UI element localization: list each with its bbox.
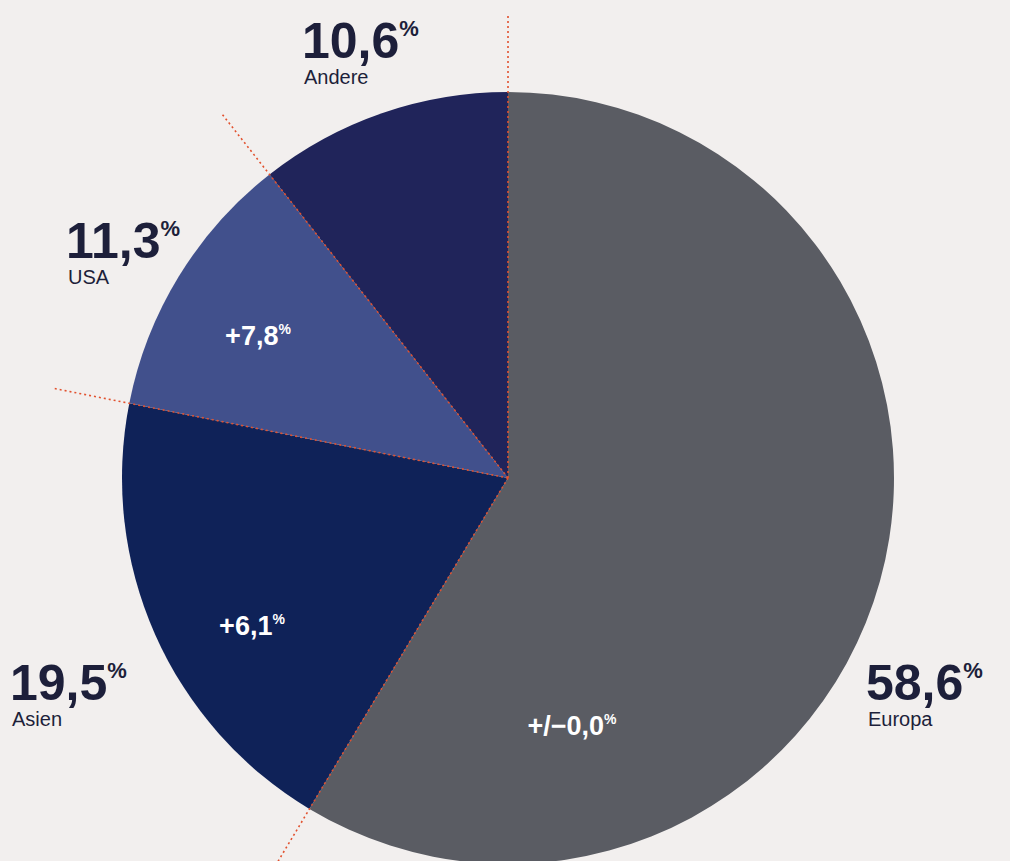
- growth-number: +6,1: [219, 611, 272, 641]
- separator-line: [270, 478, 508, 861]
- value-unit: %: [963, 658, 983, 683]
- growth-number: +/−0,0: [527, 711, 604, 741]
- value-label: 58,6%: [866, 655, 983, 711]
- value-label: 19,5%: [10, 655, 127, 711]
- category-label: USA: [68, 266, 110, 288]
- growth-label: +6,1%: [219, 611, 285, 641]
- growth-label: +7,8%: [225, 321, 291, 351]
- value-number: 10,6: [302, 13, 399, 69]
- value-unit: %: [107, 658, 127, 683]
- value-number: 11,3: [66, 213, 161, 269]
- category-label: Asien: [12, 708, 62, 730]
- value-label: 11,3%: [66, 213, 180, 269]
- value-label: 10,6%: [302, 13, 419, 69]
- value-unit: %: [161, 216, 181, 241]
- separators: [55, 16, 508, 861]
- value-number: 58,6: [866, 655, 963, 711]
- separator-line: [507, 16, 509, 478]
- value-number: 19,5: [10, 655, 107, 711]
- category-label: Andere: [304, 66, 369, 88]
- value-unit: %: [399, 16, 419, 41]
- separator-line: [55, 389, 508, 478]
- pie-slice: [270, 92, 508, 478]
- labels: 58,6%Europa19,5%Asien11,3%USA10,6%Andere…: [10, 13, 983, 741]
- growth-label: +/−0,0%: [527, 711, 617, 741]
- growth-unit: %: [272, 611, 285, 627]
- chart: 58,6%Europa19,5%Asien11,3%USA10,6%Andere…: [0, 0, 1010, 861]
- separator-line: [223, 115, 508, 478]
- growth-unit: %: [278, 321, 291, 337]
- category-label: Europa: [868, 708, 933, 730]
- growth-number: +7,8: [225, 321, 278, 351]
- growth-unit: %: [604, 711, 617, 727]
